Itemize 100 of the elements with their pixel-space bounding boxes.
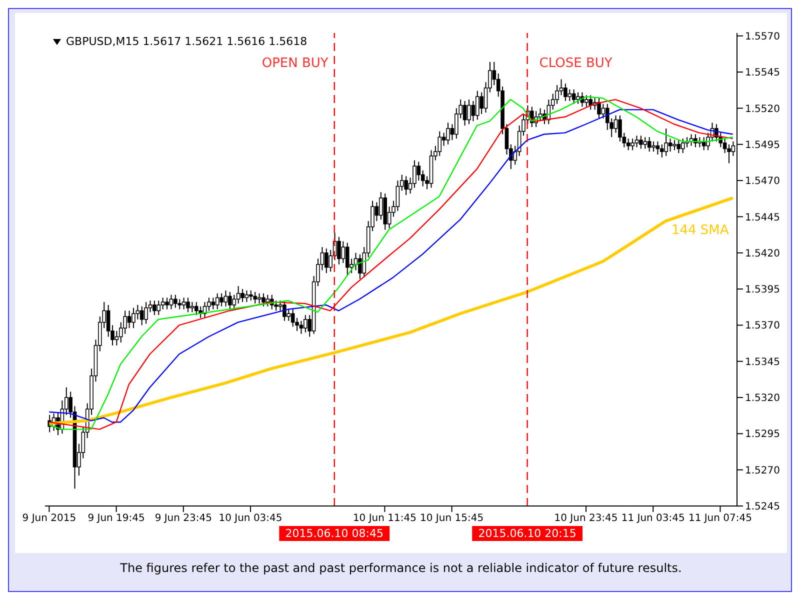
- candlestick: [601, 103, 606, 119]
- chart-title: GBPUSD,M15 1.5617 1.5621 1.5616 1.5618: [66, 35, 308, 48]
- candlestick: [345, 242, 350, 277]
- candlestick: [572, 88, 576, 104]
- text: The figures refer to the past and past performance is not a reliable indicator of future results.: [119, 561, 683, 575]
- candlestick: [446, 122, 450, 145]
- y-tick-label: 1.5470: [745, 176, 780, 188]
- candlestick: [282, 300, 286, 322]
- ref-line-label: 2015.06.10 08:45: [285, 527, 384, 540]
- candlestick: [304, 314, 308, 333]
- y-tick-label: 1.5570: [745, 31, 780, 42]
- candlestick: [232, 294, 236, 310]
- candlestick: [652, 140, 656, 152]
- candlestick: [194, 302, 198, 316]
- candlestick: [597, 98, 601, 119]
- candlestick: [174, 294, 178, 308]
- x-tick-label: 10 Jun 03:45: [218, 513, 282, 524]
- candlestick: [144, 302, 148, 324]
- candlestick: [480, 92, 484, 115]
- candlestick: [262, 292, 266, 307]
- candlestick: [438, 130, 442, 156]
- candlestick: [630, 138, 634, 151]
- candlestick: [341, 240, 346, 264]
- candlestick: [639, 135, 643, 150]
- y-tick-label: 1.5245: [745, 502, 780, 513]
- candlestick: [211, 297, 216, 310]
- candlestick: [169, 294, 174, 310]
- candlestick: [182, 297, 186, 310]
- candlestick: [224, 290, 228, 307]
- candlestick: [186, 297, 190, 313]
- x-tick-label: 10 Jun 15:45: [420, 513, 484, 524]
- y-tick-label: 1.5345: [745, 356, 780, 368]
- candlestick: [660, 144, 664, 158]
- candlestick: [722, 138, 727, 154]
- candlestick: [156, 300, 161, 316]
- candlestick: [676, 140, 681, 154]
- candlestick: [559, 78, 564, 96]
- x-tick-label: 10 Jun 11:45: [352, 513, 416, 524]
- annotation: OPEN BUY: [262, 56, 328, 71]
- candlestick: [337, 236, 341, 265]
- y-tick-label: 1.5295: [745, 429, 780, 440]
- series-label: 144 SMA: [671, 222, 729, 238]
- y-tick-label: 1.5495: [745, 140, 780, 151]
- line-series: [48, 196, 734, 426]
- candlestick: [114, 330, 119, 346]
- candlestick: [396, 180, 400, 212]
- y-tick-label: 1.5370: [745, 320, 780, 332]
- candlestick: [324, 248, 328, 274]
- y-tick-label: 1.5520: [745, 104, 780, 115]
- candlestick: [588, 94, 593, 110]
- y-tick-label: 1.5270: [745, 465, 780, 476]
- x-tick-label: 9 Jun 2015: [22, 513, 76, 524]
- candlestick: [647, 136, 652, 152]
- candlestick: [127, 310, 132, 329]
- candlestick: [568, 88, 572, 102]
- candlestick: [416, 161, 421, 182]
- candlestick: [668, 138, 672, 152]
- candlestick: [576, 92, 580, 104]
- x-tick-label: 10 Jun 23:45: [554, 513, 618, 524]
- x-tick-label: 11 Jun 03:45: [621, 513, 685, 524]
- candlestick: [538, 108, 542, 122]
- candlestick: [299, 320, 304, 334]
- candlestick: [358, 254, 362, 280]
- candlestick: [643, 136, 648, 150]
- x-tick-label: 9 Jun 19:45: [88, 513, 145, 524]
- y-tick-label: 1.5420: [745, 248, 780, 260]
- y-tick-label: 1.5445: [745, 212, 780, 224]
- candlestick: [634, 135, 639, 148]
- x-tick-label: 9 Jun 23:45: [154, 513, 212, 524]
- candlestick: [584, 94, 588, 108]
- candlestick: [290, 308, 295, 328]
- candlestick: [240, 288, 244, 303]
- candlestick: [160, 297, 165, 310]
- candlestick: [178, 298, 182, 310]
- candlestick: [672, 140, 676, 151]
- candlestick: [244, 290, 249, 303]
- candlestick: [664, 128, 668, 156]
- candlestick: [236, 286, 240, 304]
- y-tick-label: 1.5395: [745, 284, 780, 296]
- candlestick: [165, 297, 169, 310]
- ref-line-label: 2015.06.10 20:15: [478, 527, 576, 540]
- candlestick: [152, 300, 156, 316]
- candlestick: [136, 304, 140, 320]
- candlestick: [132, 307, 136, 329]
- candlestick: [471, 100, 476, 122]
- y-tick-label: 1.5320: [745, 393, 780, 404]
- candlestick: [249, 290, 253, 302]
- candlestick: [228, 291, 232, 310]
- candlestick: [215, 292, 220, 310]
- candlestick: [106, 304, 110, 338]
- candlestick: [656, 140, 660, 156]
- candlestick: [462, 100, 467, 126]
- x-tick-label: 11 Jun 07:45: [688, 513, 752, 524]
- candlestick: [564, 83, 568, 102]
- annotation: CLOSE BUY: [539, 56, 612, 71]
- candlestick: [220, 292, 224, 307]
- candlestick: [626, 138, 630, 151]
- candlestick: [379, 192, 383, 220]
- candlestick: [420, 170, 425, 187]
- candlestick: [467, 99, 471, 125]
